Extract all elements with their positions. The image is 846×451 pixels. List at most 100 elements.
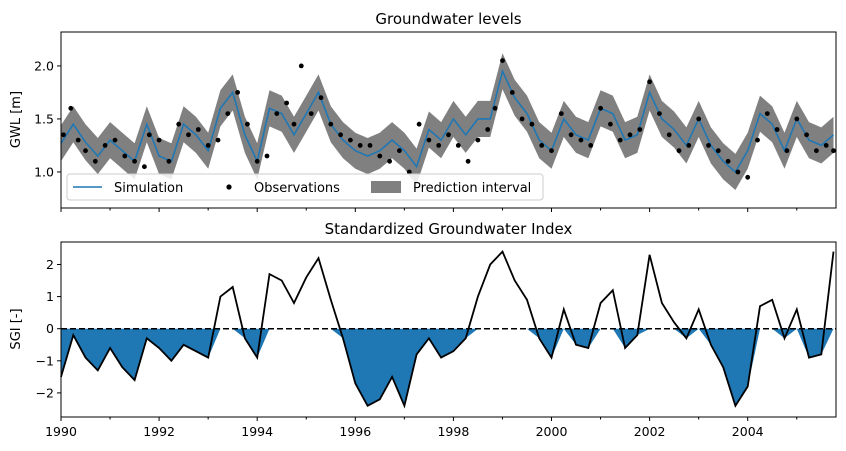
observation-point <box>61 132 66 138</box>
observation-point <box>735 169 741 175</box>
x-tick-label: 2002 <box>634 424 666 439</box>
observation-point <box>146 132 152 138</box>
observation-point <box>235 90 241 95</box>
legend: Simulation Observations Prediction interva… <box>66 173 544 201</box>
legend-simulation-label: Simulation <box>114 181 183 196</box>
observation-point <box>176 121 182 127</box>
x-tick-label: 1992 <box>143 424 175 439</box>
y-tick-label: 2.0 <box>34 58 54 73</box>
observation-point <box>509 90 515 95</box>
observation-point <box>500 58 505 63</box>
observation-point <box>142 164 147 170</box>
observation-point <box>68 105 74 111</box>
observation-point <box>274 111 280 116</box>
observation-point <box>245 121 250 127</box>
sgi-negative-fill <box>61 328 834 406</box>
observation-point <box>465 158 471 164</box>
observation-point <box>357 143 363 148</box>
observation-point <box>784 148 790 154</box>
observation-point <box>549 148 554 154</box>
observation-point <box>529 121 535 127</box>
y-tick-label: 1.5 <box>34 111 54 126</box>
observation-point <box>475 137 481 143</box>
observation-point <box>578 137 584 143</box>
observation-point <box>676 148 682 154</box>
x-tick-label: 2004 <box>732 424 764 439</box>
observation-point <box>328 121 334 127</box>
bottom-axes-frame <box>60 241 837 418</box>
legend-interval-label: Prediction interval <box>413 181 531 196</box>
observation-point <box>608 121 613 127</box>
sgi-plot-area <box>60 249 836 409</box>
observation-point <box>831 148 836 154</box>
sgi-line <box>60 249 835 409</box>
y-tick-label: 1 <box>46 289 54 304</box>
observation-point <box>446 132 451 138</box>
observation-point <box>122 153 128 159</box>
observation-point <box>298 63 304 69</box>
bottom-chart-title: Standardized Groundwater Index <box>325 220 573 238</box>
observation-point <box>627 132 633 138</box>
observation-point <box>112 137 118 143</box>
observation-point <box>745 174 751 180</box>
observation-point <box>308 111 314 116</box>
observation-point <box>195 127 201 132</box>
observation-point <box>264 153 270 159</box>
observation-point <box>814 148 819 154</box>
observation-point <box>291 121 297 127</box>
y-tick-label: 2 <box>46 257 54 272</box>
observation-point <box>387 158 392 164</box>
observation-point <box>755 137 760 143</box>
observation-point <box>804 132 809 138</box>
observation-point <box>715 148 721 154</box>
top-chart-title: Groundwater levels <box>375 10 521 28</box>
y-tick-label: 0 <box>46 321 54 336</box>
observation-point <box>666 132 672 138</box>
observation-point <box>205 143 211 148</box>
observation-point <box>426 137 432 143</box>
legend-box <box>66 173 544 201</box>
observation-point <box>455 143 461 148</box>
top-axes-frame <box>60 31 837 209</box>
observation-point <box>406 169 412 175</box>
observation-point <box>637 127 643 132</box>
y-tick-label: −1 <box>36 353 54 368</box>
observation-point <box>539 143 545 148</box>
observation-point <box>338 132 343 138</box>
x-tick-label: 1994 <box>241 424 273 439</box>
observation-point <box>186 132 191 138</box>
top-y-axis-label: GWL [m] <box>9 91 24 148</box>
x-tick-label: 1998 <box>437 424 469 439</box>
observation-point <box>706 143 711 148</box>
observation-point <box>254 158 260 164</box>
observation-point <box>397 148 402 154</box>
legend-observations-swatch <box>226 184 232 190</box>
observation-point <box>568 132 574 138</box>
observation-point <box>166 158 172 164</box>
observation-point <box>657 111 662 116</box>
observation-point <box>764 111 770 116</box>
y-tick-label: 1.0 <box>34 164 54 179</box>
observation-point <box>598 105 603 111</box>
gwl-axes: 1.0 1.5 2.0 <box>34 31 837 212</box>
observation-point <box>647 79 652 85</box>
gwl-plot-area <box>60 53 836 191</box>
observation-point <box>83 148 88 154</box>
observation-point <box>794 116 800 122</box>
prediction-interval-band <box>61 53 834 191</box>
observation-point <box>519 116 525 122</box>
y-tick-label: −2 <box>36 385 54 400</box>
simulation-line <box>60 68 835 174</box>
observation-point <box>588 143 594 148</box>
observation-point <box>485 127 491 132</box>
observation-point <box>102 143 108 148</box>
x-tick-label: 1990 <box>45 424 77 439</box>
sgi-axes: −2 −1 0 1 2 1990 1992 1994 1996 1998 2000 2002 2004 <box>36 241 837 439</box>
observation-point <box>696 116 702 122</box>
observation-point <box>215 137 221 143</box>
observation-point <box>156 137 162 143</box>
bottom-y-axis-label: SGI [-] <box>9 308 24 349</box>
legend-observations-label: Observations <box>254 181 340 196</box>
observation-point <box>132 158 138 164</box>
observation-point <box>377 153 383 159</box>
